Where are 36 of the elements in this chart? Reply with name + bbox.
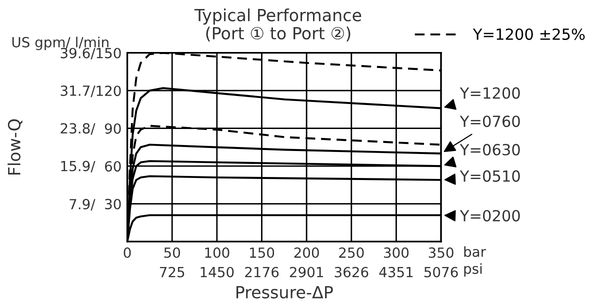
y-tick-label: 15.9/ [61, 160, 96, 172]
y-tick-label: 31.7/ [60, 85, 96, 98]
y-tick-label: 7.9/ [70, 198, 96, 211]
text: psi [464, 263, 482, 277]
chart-subtitle: (Port ① to Port ②) [206, 26, 350, 42]
y2-tick-label: 90 [104, 123, 121, 134]
x2-tick-label: 2176 [245, 266, 279, 278]
y2-tick-label: 150 [96, 48, 121, 58]
y2-tick-label: 60 [105, 161, 121, 172]
x-axis-title: Pressure-ΔP [236, 286, 333, 298]
y2-tick-label: 120 [96, 86, 121, 96]
x-tick-label: 0 [124, 247, 131, 258]
x2-tick-label: 725 [160, 266, 184, 278]
legend-label: Y=0200 [460, 210, 520, 222]
series-label: Y=1200 [460, 87, 520, 99]
text: bar [464, 246, 486, 257]
x2-tick-label: 3626 [334, 266, 368, 278]
x-tick-label: 100 [205, 247, 230, 258]
y-tick-label: 23.8/ [60, 123, 96, 135]
legend-label: Y=1200 ±25% [472, 28, 585, 40]
x2-tick-label: 5076 [424, 266, 458, 278]
x-tick-label: 250 [339, 247, 364, 258]
x2-tick-label: 4351 [379, 266, 413, 278]
legend-label: Y=0630 [460, 144, 520, 156]
y2-tick-label: 30 [105, 198, 121, 210]
text: Y=0760 [460, 116, 520, 128]
x-tick-label: 350 [428, 247, 454, 258]
x-tick-label: 300 [384, 247, 409, 258]
chart-title: Typical Performance [194, 8, 362, 25]
x-tick-label: 50 [164, 247, 180, 258]
legend-label: Y=0510 [460, 170, 520, 182]
x2-tick-label: 1450 [200, 266, 234, 278]
x-tick-label: 150 [250, 247, 274, 258]
x2-tick-label: 2901 [290, 266, 323, 278]
x-tick-label: 200 [294, 247, 319, 258]
y-axis-title: Flow-Q [8, 119, 22, 174]
